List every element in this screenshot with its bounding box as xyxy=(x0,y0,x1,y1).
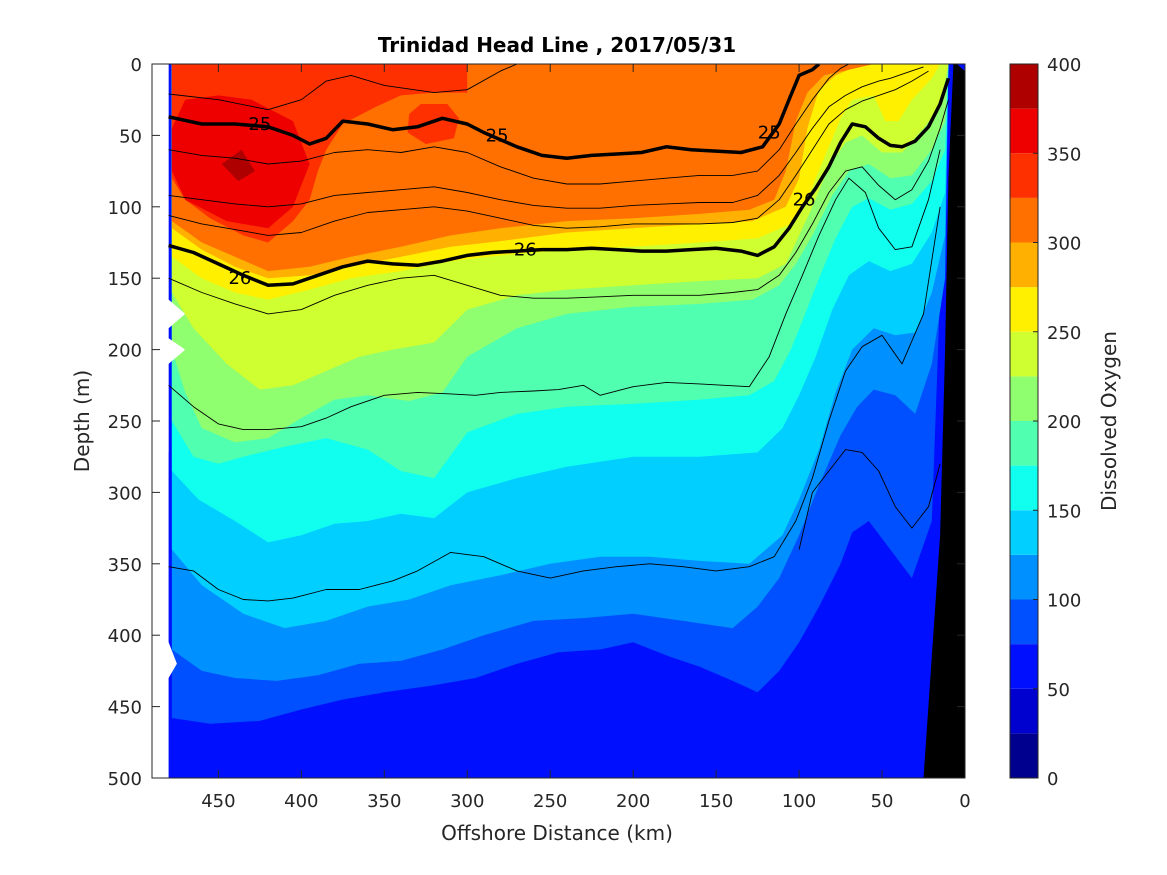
colorbar-swatch xyxy=(1010,376,1038,421)
blank-regions xyxy=(152,64,186,678)
density-contour-thin xyxy=(168,206,941,602)
colorbar-label: Dissolved Oxygen xyxy=(1097,331,1121,511)
colorbar-swatch xyxy=(1010,688,1038,734)
oxygen-level-375 xyxy=(221,149,255,182)
x-tick-label: 150 xyxy=(699,791,733,812)
oxygen-level-325 xyxy=(407,104,459,144)
density-contour-labels: 25 25 25 26 26 26 xyxy=(228,114,816,289)
colorbar-swatch xyxy=(1010,287,1038,332)
density-contour-thin xyxy=(168,99,949,315)
density-contour-thin xyxy=(168,149,941,431)
y-tick-label: 500 xyxy=(108,769,142,790)
density-contour-bold-25 xyxy=(168,64,821,160)
colorbar-swatch xyxy=(1010,242,1038,288)
x-tick-label: 0 xyxy=(959,791,970,812)
density-label: 26 xyxy=(793,190,816,211)
plot-area: 25 25 25 26 26 26 xyxy=(151,63,966,779)
y-tick-label: 50 xyxy=(119,126,142,147)
density-contour-thin xyxy=(168,70,929,236)
colorbar-swatch xyxy=(1010,465,1038,511)
y-axis-label: Depth (m) xyxy=(70,370,94,472)
blank-region xyxy=(152,642,177,678)
y-tick-label: 250 xyxy=(108,412,142,433)
x-axis-label: Offshore Distance (km) xyxy=(441,821,673,845)
density-contour-thin xyxy=(168,64,518,111)
colorbar-tick-label: 200 xyxy=(1047,412,1081,433)
colorbar-swatch xyxy=(1010,331,1038,377)
colorbar-swatch xyxy=(1010,197,1038,243)
y-tick-label: 400 xyxy=(108,626,142,647)
colorbar-tick-label: 350 xyxy=(1047,144,1081,165)
colorbar-swatch xyxy=(1010,733,1038,778)
density-label: 25 xyxy=(758,123,781,144)
x-tick-label: 450 xyxy=(201,791,235,812)
colorbar-tick-label: 400 xyxy=(1047,55,1081,76)
colorbar-tick-label: 50 xyxy=(1047,680,1070,701)
bathymetry xyxy=(923,64,965,778)
y-axis: 0 50 100 150 200 250 300 350 400 450 500 xyxy=(108,55,965,790)
colorbar-swatch xyxy=(1010,153,1038,198)
x-axis: 450 400 350 300 250 200 150 100 50 0 xyxy=(201,64,971,812)
density-label: 26 xyxy=(228,268,251,289)
colorbar-swatch xyxy=(1010,108,1038,154)
x-tick-label: 100 xyxy=(782,791,816,812)
colorbar-swatch xyxy=(1010,421,1038,466)
x-tick-label: 200 xyxy=(616,791,650,812)
density-label: 25 xyxy=(486,125,509,146)
density-contour-thin xyxy=(168,64,850,185)
density-contour-thin xyxy=(168,66,924,209)
density-contour-bold-26 xyxy=(168,77,951,288)
x-tick-label: 400 xyxy=(284,791,318,812)
y-tick-label: 150 xyxy=(108,269,142,290)
y-tick-label: 200 xyxy=(108,341,142,362)
oxygen-contours xyxy=(168,64,965,778)
x-tick-label: 50 xyxy=(871,791,894,812)
colorbar: 0 50 100 150 200 250 300 350 400 xyxy=(1009,55,1081,790)
colorbar-tick-label: 0 xyxy=(1047,769,1058,790)
x-tick-label: 350 xyxy=(367,791,401,812)
blank-region xyxy=(152,64,186,453)
colorbar-tick-label: 150 xyxy=(1047,501,1081,522)
y-tick-label: 0 xyxy=(131,55,142,76)
density-contours xyxy=(168,64,951,602)
x-tick-label: 250 xyxy=(533,791,567,812)
colorbar-swatch xyxy=(1010,64,1038,109)
y-tick-label: 100 xyxy=(108,198,142,219)
y-tick-label: 300 xyxy=(108,483,142,504)
x-tick-label: 300 xyxy=(450,791,484,812)
colorbar-swatch xyxy=(1010,554,1038,600)
colorbar-swatch xyxy=(1010,644,1038,689)
colorbar-tick-label: 300 xyxy=(1047,234,1081,255)
colorbar-swatch xyxy=(1010,599,1038,645)
colorbar-tick-label: 250 xyxy=(1047,323,1081,344)
density-label: 26 xyxy=(514,240,537,261)
oxygen-level-50 xyxy=(268,492,932,778)
y-tick-label: 450 xyxy=(108,698,142,719)
colorbar-tick-label: 100 xyxy=(1047,591,1081,612)
y-tick-label: 350 xyxy=(108,555,142,576)
chart-title: Trinidad Head Line , 2017/05/31 xyxy=(378,33,736,57)
density-contour-thin xyxy=(798,449,941,550)
bathymetry-bottom xyxy=(923,64,965,778)
colorbar-swatch xyxy=(1010,510,1038,555)
density-label: 25 xyxy=(248,114,271,135)
